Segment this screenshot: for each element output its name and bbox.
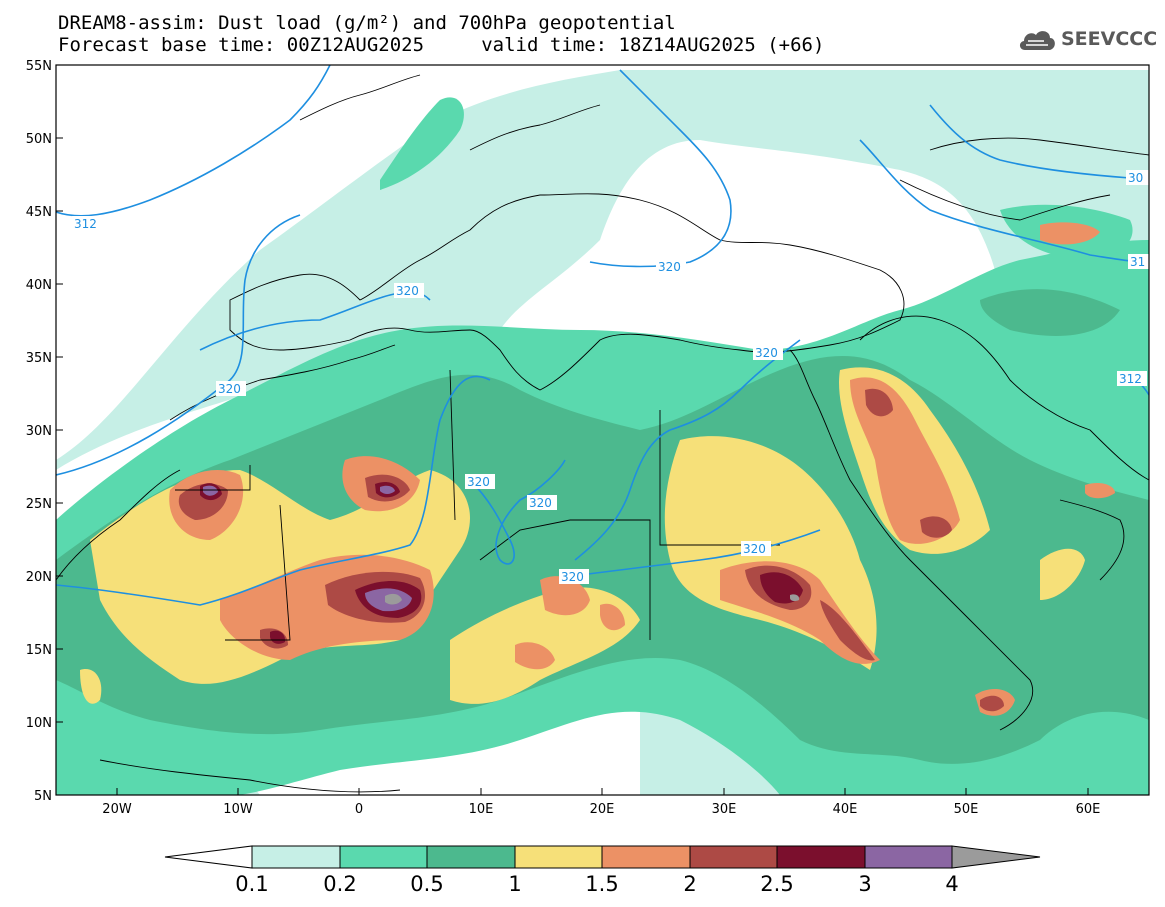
lat-label: 5N — [34, 789, 52, 804]
colorbar-label: 4 — [945, 872, 958, 896]
contour-label: 320 — [218, 382, 241, 396]
lat-label: 10N — [26, 716, 52, 731]
lon-label: 50E — [954, 802, 979, 817]
colorbar-label: 2 — [683, 872, 696, 896]
axis-ticks — [56, 64, 1089, 795]
colorbar-label: 0.1 — [235, 872, 268, 896]
colorbar-label: 0.5 — [410, 872, 443, 896]
contour-label: 312 — [74, 217, 97, 231]
contour-label: 320 — [561, 570, 584, 584]
lat-label: 30N — [26, 424, 52, 439]
longitude-labels: 20W 10W 0 10E 20E 30E 40E 50E 60E — [102, 802, 1100, 817]
lon-label: 20W — [102, 802, 132, 817]
contour-label: 30 — [1128, 171, 1143, 185]
lon-label: 20E — [590, 802, 615, 817]
lon-label: 30E — [712, 802, 737, 817]
lon-label: 10E — [469, 802, 494, 817]
lon-label: 0 — [355, 802, 363, 817]
lat-label: 40N — [26, 278, 52, 293]
forecast-time-line: Forecast base time: 00Z12AUG2025 valid t… — [58, 34, 825, 56]
colorbar-swatch — [864, 845, 953, 869]
lat-label: 25N — [26, 497, 52, 512]
colorbar-label: 2.5 — [760, 872, 793, 896]
colorbar-swatch — [601, 845, 691, 869]
contour-label: 320 — [529, 496, 552, 510]
lat-label: 15N — [26, 643, 52, 658]
colorbar-swatch — [776, 845, 866, 869]
contour-label: 312 — [1119, 372, 1142, 386]
contour-label: 320 — [743, 542, 766, 556]
colorbar-high-arrow — [951, 845, 1041, 869]
contour-label: 320 — [467, 475, 490, 489]
lon-label: 10W — [223, 802, 253, 817]
colorbar-labels: 0.1 0.2 0.5 1 1.5 2 2.5 3 4 — [235, 872, 958, 896]
colorbar-swatch — [339, 845, 428, 869]
lat-label: 35N — [26, 351, 52, 366]
contour-label: 31 — [1130, 255, 1145, 269]
contour-label: 320 — [396, 284, 419, 298]
colorbar-label: 1 — [508, 872, 521, 896]
lat-label: 20N — [26, 570, 52, 585]
colorbar-label: 0.2 — [323, 872, 356, 896]
colorbar-swatch — [426, 845, 516, 869]
colorbar-low-arrow — [164, 845, 253, 869]
lat-label: 45N — [26, 205, 52, 220]
colorbar-swatch — [514, 845, 603, 869]
contour-label: 320 — [755, 346, 778, 360]
colorbar-swatch — [251, 845, 341, 869]
contour-labels: 312 30 320 320 320 31 320 312 320 320 32… — [72, 170, 1149, 584]
cloud-logo-icon — [1019, 31, 1055, 50]
colorbar-swatch — [689, 845, 778, 869]
lon-label: 60E — [1076, 802, 1101, 817]
colorbar — [164, 845, 1041, 869]
seevccc-logo: SEEVCCC — [1017, 22, 1157, 58]
logo-text: SEEVCCC — [1061, 28, 1158, 50]
map-title: DREAM8-assim: Dust load (g/m²) and 700hP… — [58, 12, 676, 34]
latitude-labels: 55N 50N 45N 40N 35N 30N 25N 20N 15N 10N … — [26, 59, 52, 804]
colorbar-label: 3 — [858, 872, 871, 896]
lat-label: 55N — [26, 59, 52, 74]
dust-field — [56, 65, 1149, 795]
colorbar-label: 1.5 — [585, 872, 618, 896]
lon-label: 40E — [833, 802, 858, 817]
contour-label: 320 — [658, 260, 681, 274]
lat-label: 50N — [26, 132, 52, 147]
